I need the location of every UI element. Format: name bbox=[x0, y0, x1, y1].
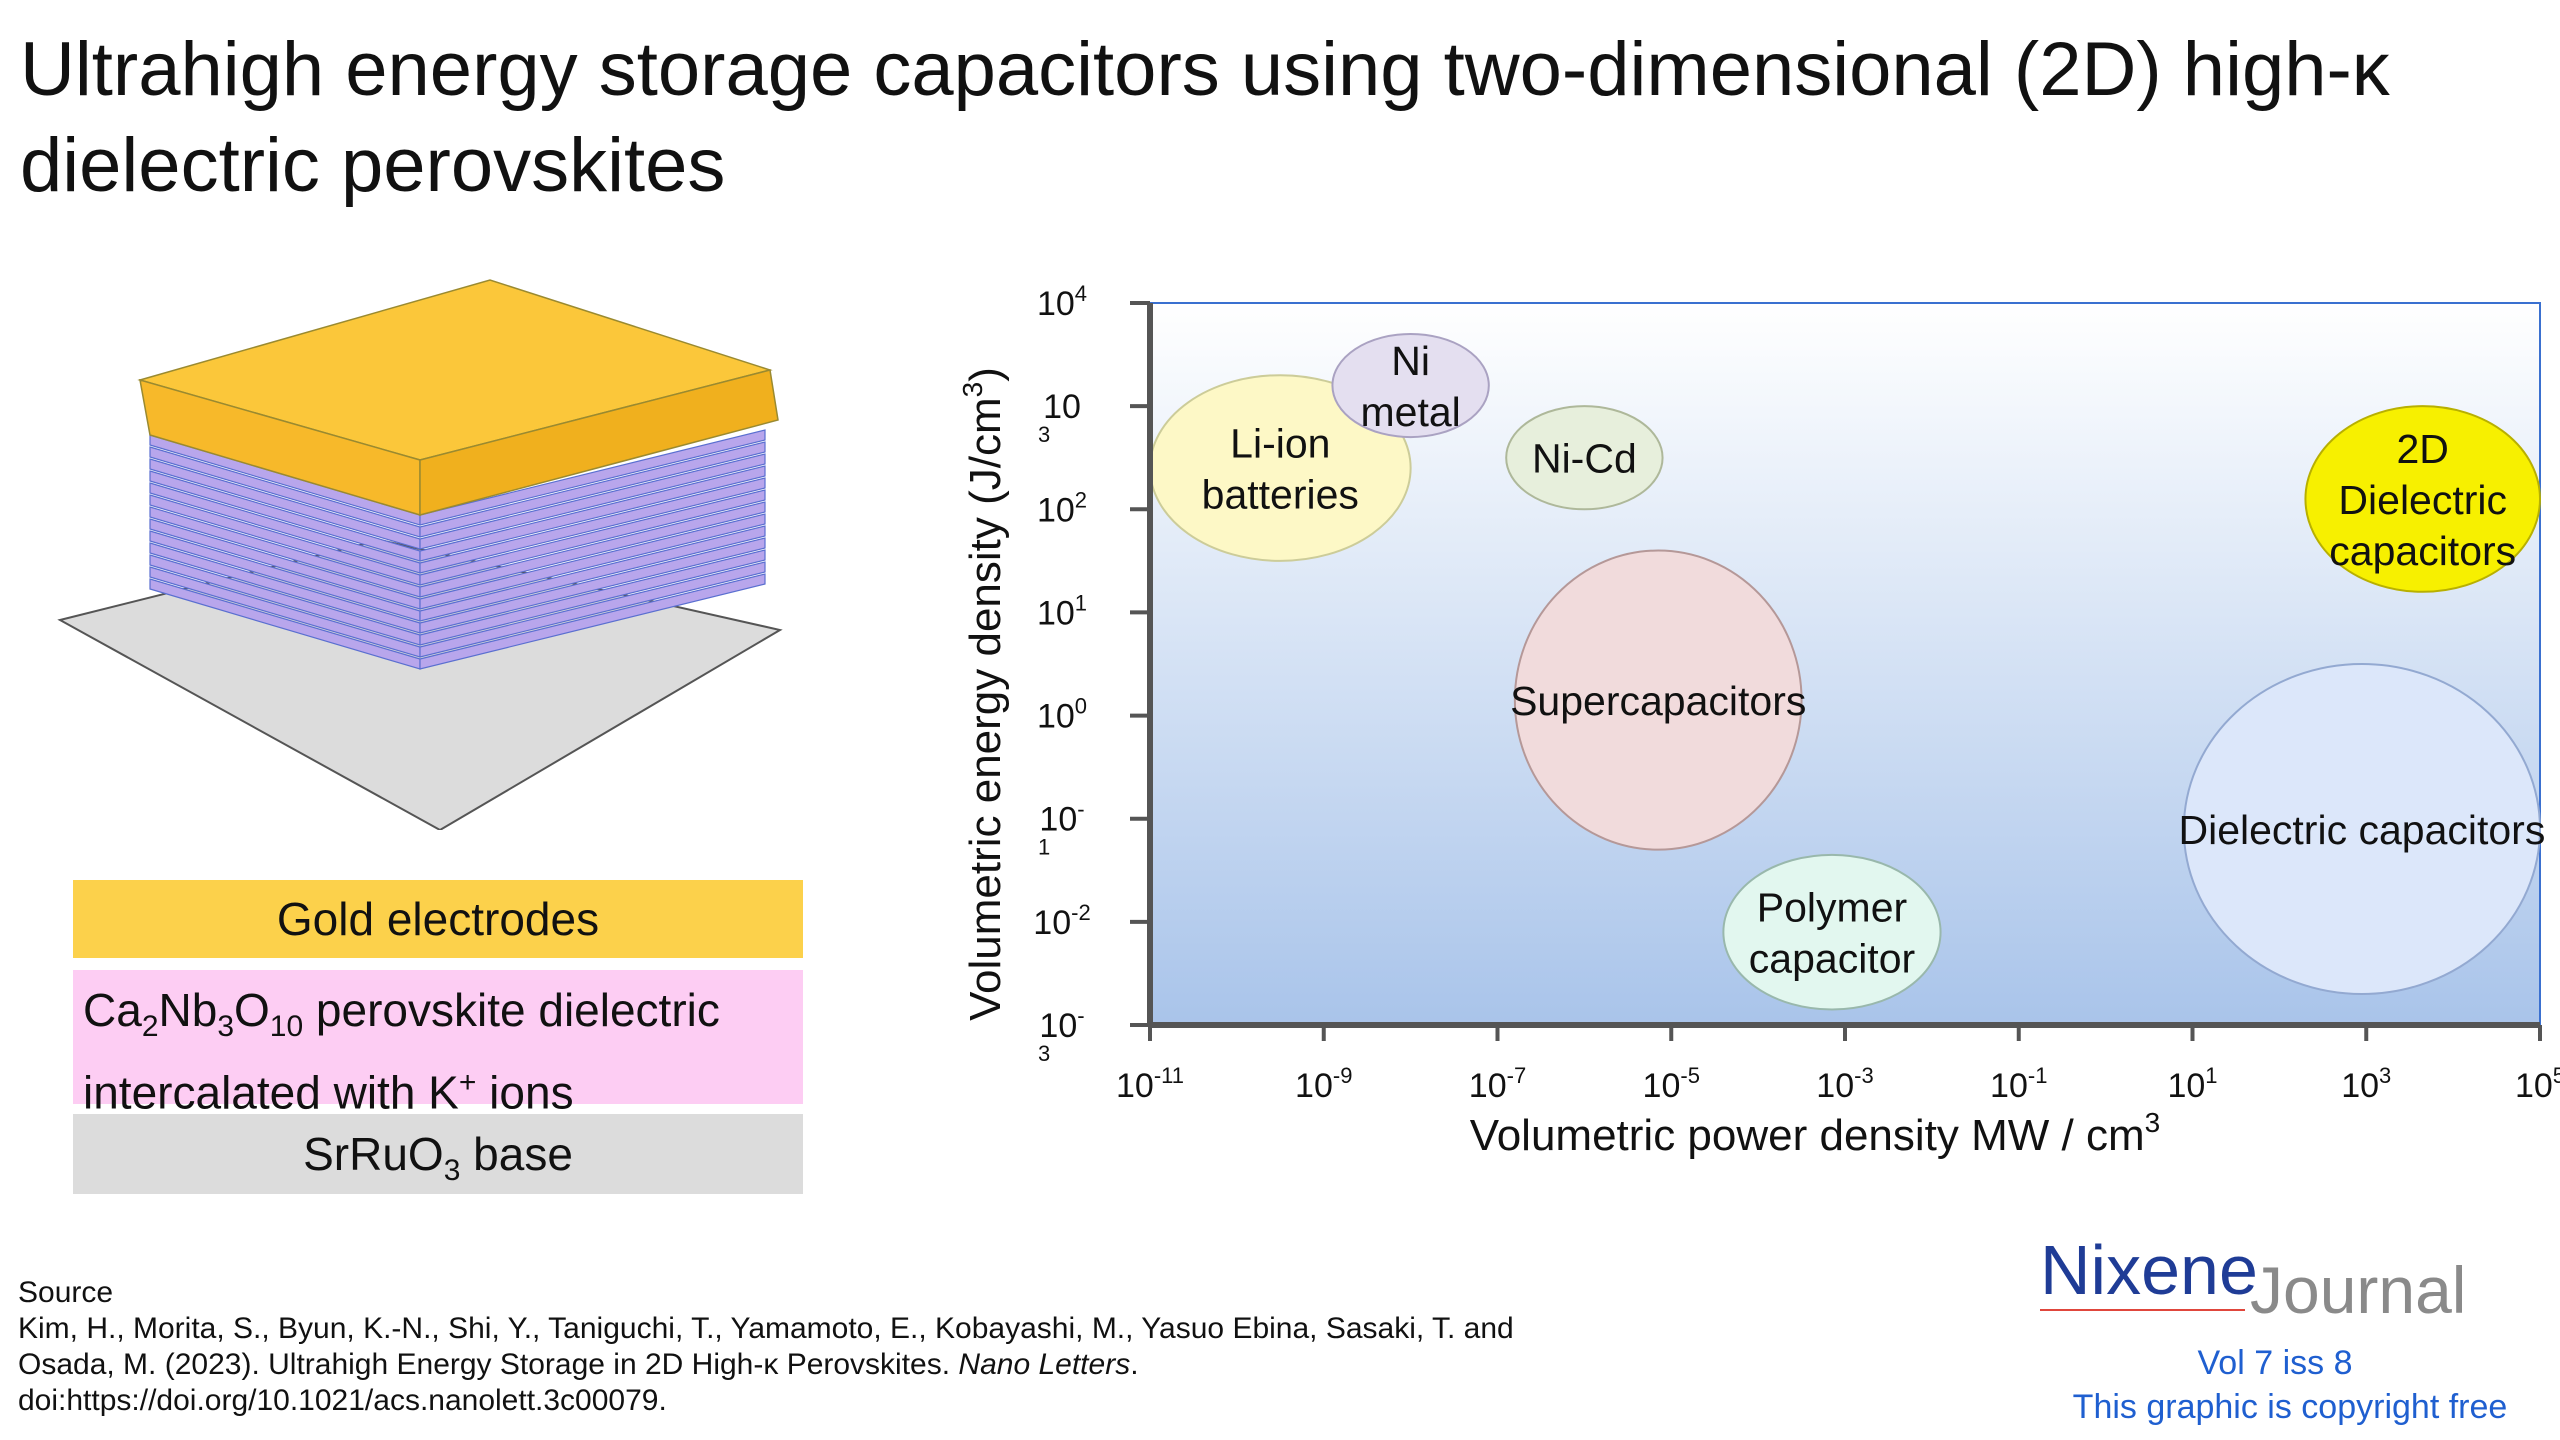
region-label: Li-ion bbox=[1230, 421, 1330, 467]
region-label: 2D bbox=[2397, 426, 2449, 472]
region-label: batteries bbox=[1202, 472, 1359, 518]
region-bubble bbox=[2182, 663, 2541, 996]
region-label: Ni-Cd bbox=[1532, 436, 1637, 482]
perovskite-layer-front bbox=[419, 453, 766, 550]
perovskite-layers bbox=[149, 429, 766, 670]
perovskite-layer-front bbox=[419, 501, 766, 598]
y-axis-label: Volumetric energy density (J/cm3) bbox=[957, 367, 1010, 1021]
perovskite-layer-front bbox=[419, 513, 766, 610]
perovskite-layer-front bbox=[419, 489, 766, 586]
legend-perovskite-line2: intercalated with K+ ions bbox=[83, 1066, 574, 1119]
perovskite-layer-front bbox=[419, 537, 766, 634]
region-1: Ni metal bbox=[1331, 332, 1490, 439]
y-tick-label: 10- bbox=[1039, 797, 1084, 839]
perovskite-layer-front bbox=[419, 441, 766, 538]
x-tick-label: 105 bbox=[2515, 1063, 2560, 1105]
region-label: capacitors bbox=[2329, 528, 2516, 574]
region-bubble bbox=[1513, 549, 1803, 851]
region-label: capacitor bbox=[1749, 936, 1915, 982]
perovskite-layer-front bbox=[419, 465, 766, 562]
legend-base: SrRuO3 base bbox=[73, 1114, 803, 1194]
perovskite-layer-front bbox=[419, 561, 766, 658]
y-tick-exponent: 1 bbox=[1038, 835, 1050, 860]
y-tick-exponent: 3 bbox=[1038, 422, 1050, 447]
region-bubble bbox=[1505, 405, 1664, 511]
region-bubble bbox=[1722, 853, 1942, 1011]
region-label: metal bbox=[1360, 389, 1460, 435]
perovskite-layer-front bbox=[419, 549, 766, 646]
y-tick-label: 10 bbox=[1043, 388, 1081, 426]
region-3: 2D Dielectric capacitors bbox=[2304, 405, 2541, 593]
legend-gold-label: Gold electrodes bbox=[276, 893, 600, 945]
nixene-journal-brand: Nixene Journal Vol 7 iss 8 This graphic … bbox=[2040, 1230, 2530, 1430]
region-bubble bbox=[2304, 405, 2541, 593]
region-6: Polymer capacitor bbox=[1722, 853, 1942, 1011]
y-tick-label: 102 bbox=[1037, 487, 1087, 529]
y-tick-label: 10-2 bbox=[1033, 900, 1090, 942]
ragone-chart: Li-ion batteries Ni metal Ni-Cd 2D Dielectric c… bbox=[957, 281, 2560, 1160]
brand-volume: Vol 7 iss 8 bbox=[2197, 1344, 2353, 1382]
perovskite-layer-front bbox=[419, 573, 766, 670]
region-label: Polymer bbox=[1757, 885, 1907, 931]
legend-gold-electrodes: Gold electrodes bbox=[73, 880, 803, 958]
x-tick-label: 10-5 bbox=[1643, 1063, 1700, 1105]
x-axis-label: Volumetric power density MW / cm3 bbox=[1470, 1107, 2160, 1160]
page-title: Ultrahigh energy storage capacitors usin… bbox=[20, 27, 2390, 208]
region-4: Supercapacitors bbox=[1510, 549, 1806, 851]
region-0: Li-ion batteries bbox=[1149, 374, 1412, 562]
y-tick-exponent: 3 bbox=[1038, 1041, 1050, 1066]
legend-perovskite: Ca2Nb3O10 perovskite dielectric intercal… bbox=[73, 970, 803, 1119]
region-label: Dielectric capacitors bbox=[2178, 807, 2545, 853]
legend-perovskite-line1: Ca2Nb3O10 perovskite dielectric bbox=[83, 984, 720, 1044]
region-label: Supercapacitors bbox=[1510, 678, 1806, 724]
x-tick-label: 10-7 bbox=[1469, 1063, 1526, 1105]
region-5: Dielectric capacitors bbox=[2178, 663, 2545, 996]
brand-underline bbox=[2040, 1309, 2245, 1311]
x-tick-label: 10-9 bbox=[1295, 1063, 1352, 1105]
x-tick-label: 103 bbox=[2341, 1063, 2391, 1105]
source-citation: Source Kim, H., Morita, S., Byun, K.-N.,… bbox=[18, 1275, 1718, 1419]
brand-logo-nixene: Nixene bbox=[2040, 1231, 2258, 1309]
device-stack-illustration bbox=[57, 279, 783, 830]
source-line2: Osada, M. (2023). Ultrahigh Energy Stora… bbox=[18, 1348, 1139, 1381]
y-tick-label: 10- bbox=[1039, 1003, 1084, 1045]
region-2: Ni-Cd bbox=[1505, 405, 1664, 511]
region-label: Ni bbox=[1391, 338, 1430, 384]
y-tick-label: 104 bbox=[1037, 281, 1087, 323]
x-tick-label: 10-11 bbox=[1116, 1063, 1184, 1105]
x-tick-label: 10-3 bbox=[1816, 1063, 1873, 1105]
y-tick-label: 101 bbox=[1037, 590, 1087, 632]
brand-logo-journal: Journal bbox=[2250, 1253, 2467, 1327]
source-line1: Kim, H., Morita, S., Byun, K.-N., Shi, Y… bbox=[18, 1312, 1514, 1345]
region-label: Dielectric bbox=[2338, 477, 2507, 523]
source-heading: Source bbox=[18, 1276, 114, 1309]
x-tick-label: 101 bbox=[2167, 1063, 2217, 1105]
perovskite-layer-front bbox=[419, 525, 766, 622]
x-tick-label: 10-1 bbox=[1990, 1063, 2047, 1105]
region-bubble bbox=[1331, 332, 1490, 439]
perovskite-layer-front bbox=[419, 429, 766, 526]
brand-copyright: This graphic is copyright free bbox=[2072, 1388, 2508, 1426]
source-doi: doi:https://doi.org/10.1021/acs.nanolett… bbox=[18, 1384, 667, 1417]
perovskite-layer-front bbox=[419, 477, 766, 574]
y-tick-label: 100 bbox=[1037, 694, 1087, 736]
gold-electrode-front bbox=[419, 369, 779, 516]
